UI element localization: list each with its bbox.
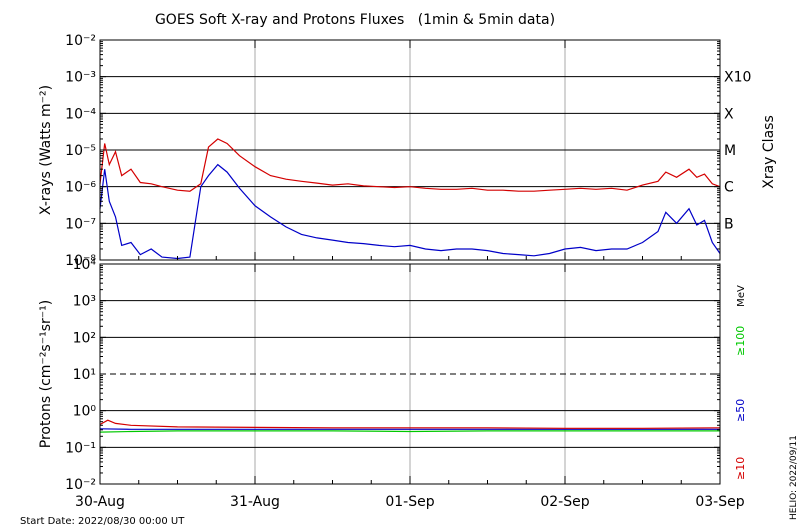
y-tick-label: 10¹ <box>73 367 96 383</box>
x-tick-label: 01-Sep <box>385 494 434 510</box>
proton-grid <box>100 264 720 484</box>
x-tick-label: 31-Aug <box>230 494 280 510</box>
proton-y-axis-label: Protons (cm⁻²s⁻¹sr⁻¹) <box>38 300 54 449</box>
y-tick-label: 10⁻¹ <box>65 440 96 456</box>
y-tick-label: 10⁻² <box>65 33 96 49</box>
y-tick-label: 10⁻⁴ <box>65 106 96 122</box>
proton-legend-entry: ≥100 <box>734 326 747 356</box>
xray-series-line <box>99 163 721 260</box>
x-tick-label: 02-Sep <box>540 494 589 510</box>
y-tick-label: 10⁻³ <box>65 70 96 86</box>
proton-series-line <box>99 430 720 433</box>
xray-series-group <box>99 138 721 260</box>
y-tick-label: 10² <box>73 330 96 346</box>
xray-class-labels: B C M X X10 <box>724 70 751 233</box>
xray-y-ticks: 10⁻⁸ 10⁻⁷ 10⁻⁶ 10⁻⁵ 10⁻⁴ 10⁻³ 10⁻² <box>65 33 720 269</box>
xray-class-label: B <box>724 216 734 232</box>
y-tick-label: 10⁴ <box>73 257 97 273</box>
xray-series-line <box>99 138 721 192</box>
proton-series-line <box>99 419 721 429</box>
proton-legend-entry: ≥10 <box>734 457 747 480</box>
x-tick-label: 03-Sep <box>695 494 744 510</box>
xray-y-axis-label: X-rays (Watts m⁻²) <box>38 85 54 215</box>
y-tick-label: 10⁰ <box>73 404 97 420</box>
chart-title: GOES Soft X-ray and Protons Fluxes (1min… <box>155 12 555 28</box>
proton-legend: ≥100 ≥50 ≥10 <box>734 326 747 480</box>
xray-class-label: X <box>724 106 734 122</box>
proton-series-group <box>99 419 721 433</box>
proton-series-line <box>99 428 720 430</box>
start-date-label: Start Date: 2022/08/30 00:00 UT <box>20 516 185 527</box>
proton-y-ticks: 10⁻² 10⁻¹ 10⁰ 10¹ 10² 10³ 10⁴ <box>65 257 720 493</box>
y-tick-label: 10⁻⁷ <box>65 216 96 232</box>
xray-class-label: C <box>724 180 734 196</box>
y-tick-label: 10⁻⁸ <box>65 253 96 269</box>
xray-class-axis-label: Xray Class <box>761 115 777 189</box>
xray-class-label: M <box>724 143 736 159</box>
y-tick-label: 10⁻⁶ <box>65 180 96 196</box>
xray-class-label: X10 <box>724 70 751 86</box>
proton-panel: 10⁻² 10⁻¹ 10⁰ 10¹ 10² 10³ 10⁴ Protons (cm⁻²s⁻¹… <box>38 257 747 493</box>
xray-panel: 10⁻⁸ 10⁻⁷ 10⁻⁶ 10⁻⁵ 10⁻⁴ 10⁻³ 10⁻² B C M X X10 X-r… <box>38 33 777 269</box>
y-tick-label: 10⁻² <box>65 477 96 493</box>
y-tick-label: 10³ <box>73 294 96 310</box>
proton-unit-label: MeV <box>736 285 747 307</box>
proton-legend-entry: ≥50 <box>734 399 747 422</box>
x-tick-label: 30-Aug <box>75 494 125 510</box>
y-tick-label: 10⁻⁵ <box>65 143 96 159</box>
x-axis-ticks: 30-Aug 31-Aug 01-Sep 02-Sep 03-Sep <box>75 40 745 510</box>
xray-grid <box>100 40 720 260</box>
helio-credit-label: HELIO: 2022/09/11 <box>789 435 799 520</box>
